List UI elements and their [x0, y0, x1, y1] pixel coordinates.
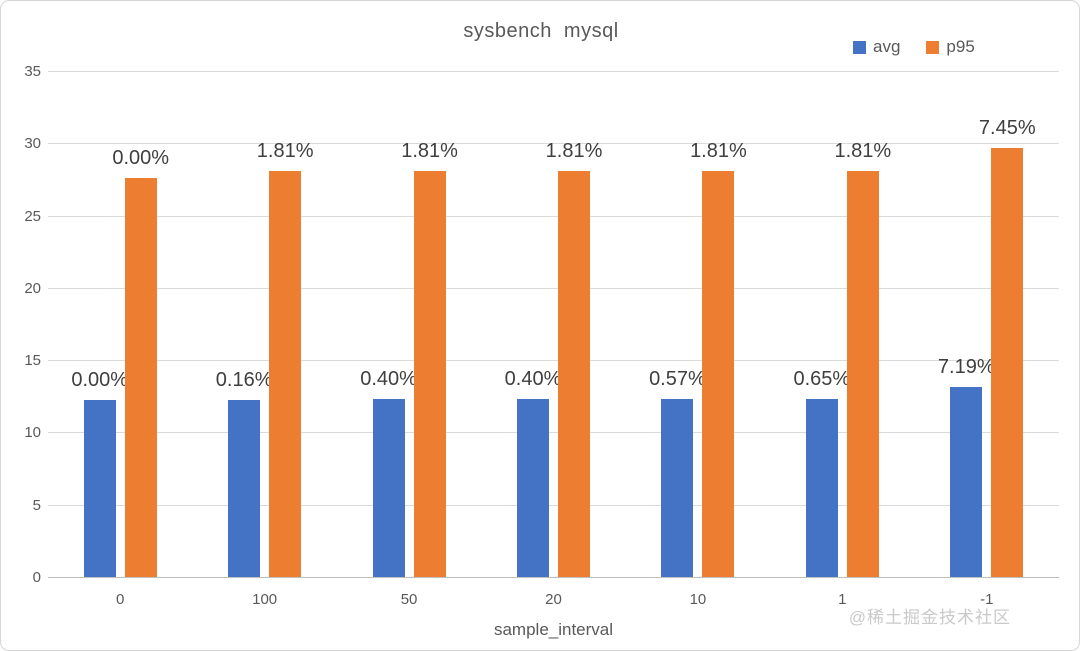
legend-label-avg: avg	[873, 37, 901, 56]
y-tick-label-5: 5	[32, 496, 41, 514]
data-label-p95-x-1: 7.45%	[978, 117, 1036, 140]
data-label-p95-x100: 1.81%	[256, 139, 314, 162]
bar-avg-x0	[83, 399, 116, 577]
bar-p95-x10	[702, 170, 735, 577]
bar-p95-x1	[846, 170, 879, 577]
chart-title: sysbench mysql	[463, 20, 619, 42]
y-tick-label-15: 15	[24, 352, 41, 370]
legend-swatch-avg-icon	[853, 40, 866, 54]
x-tick-label-100: 100	[252, 591, 278, 608]
bar-p95-x-1	[991, 148, 1024, 577]
y-tick-label-0: 0	[32, 569, 41, 586]
gridline-10	[48, 432, 1059, 434]
x-axis-title: sample_interval	[493, 620, 614, 639]
bar-avg-x100	[228, 399, 261, 577]
data-label-avg-x-1: 7.19%	[937, 356, 995, 379]
legend-item-p95: p95	[926, 37, 975, 57]
bar-p95-x100	[269, 170, 302, 577]
data-label-p95-x10: 1.81%	[690, 139, 747, 162]
x-tick-label-0: 0	[116, 591, 125, 608]
data-label-p95-x0: 0.00%	[112, 146, 170, 169]
x-tick-label-50: 50	[400, 591, 418, 608]
bar-avg-x1	[805, 398, 838, 577]
y-tick-label-25: 25	[24, 207, 41, 225]
data-label-avg-x1: 0.65%	[793, 367, 851, 390]
x-tick-label-20: 20	[545, 591, 562, 608]
data-label-p95-x50: 1.81%	[401, 139, 458, 162]
y-tick-label-30: 30	[24, 135, 41, 153]
watermark: @稀土掘金技术社区	[848, 608, 1011, 627]
bar-avg-x10	[661, 398, 694, 577]
gridline-35	[48, 71, 1059, 72]
y-tick-label-35: 35	[24, 63, 41, 80]
data-label-p95-x1: 1.81%	[834, 139, 892, 162]
legend-swatch-p95-icon	[926, 40, 940, 54]
legend-label-p95: p95	[946, 37, 975, 56]
data-label-avg-x0: 0.00%	[71, 368, 129, 391]
bar-avg-x20	[517, 399, 549, 577]
bar-avg-x50	[372, 399, 405, 577]
bar-avg-x-1	[950, 387, 983, 577]
data-label-avg-x20: 0.40%	[504, 368, 562, 391]
gridline-15	[48, 360, 1059, 362]
x-tick-label-10: 10	[689, 591, 707, 608]
data-label-avg-x10: 0.57%	[649, 367, 706, 390]
gridline-0	[48, 577, 1059, 578]
y-tick-label-10: 10	[24, 424, 41, 442]
legend-item-avg: avg	[853, 37, 900, 57]
gridline-20	[48, 287, 1059, 289]
y-tick-label-20: 20	[24, 279, 41, 297]
bar-p95-x0	[124, 177, 157, 577]
bar-p95-x50	[413, 170, 446, 577]
x-tick-label-1: 1	[838, 591, 847, 608]
legend: avg p95	[853, 37, 975, 57]
data-label-avg-x100: 0.16%	[215, 368, 273, 391]
data-label-avg-x50: 0.40%	[360, 368, 417, 391]
gridline-30	[48, 143, 1059, 145]
bar-p95-x20	[558, 170, 590, 577]
data-label-p95-x20: 1.81%	[545, 139, 603, 162]
plot-area: 0 5 10 15 20 25 30 35 0 0.00% 0.00% 100 0.16% 1.81% 50…	[24, 63, 1059, 608]
x-tick-label--1: -1	[980, 591, 994, 608]
gridline-5	[48, 504, 1059, 506]
gridline-25	[48, 215, 1059, 217]
